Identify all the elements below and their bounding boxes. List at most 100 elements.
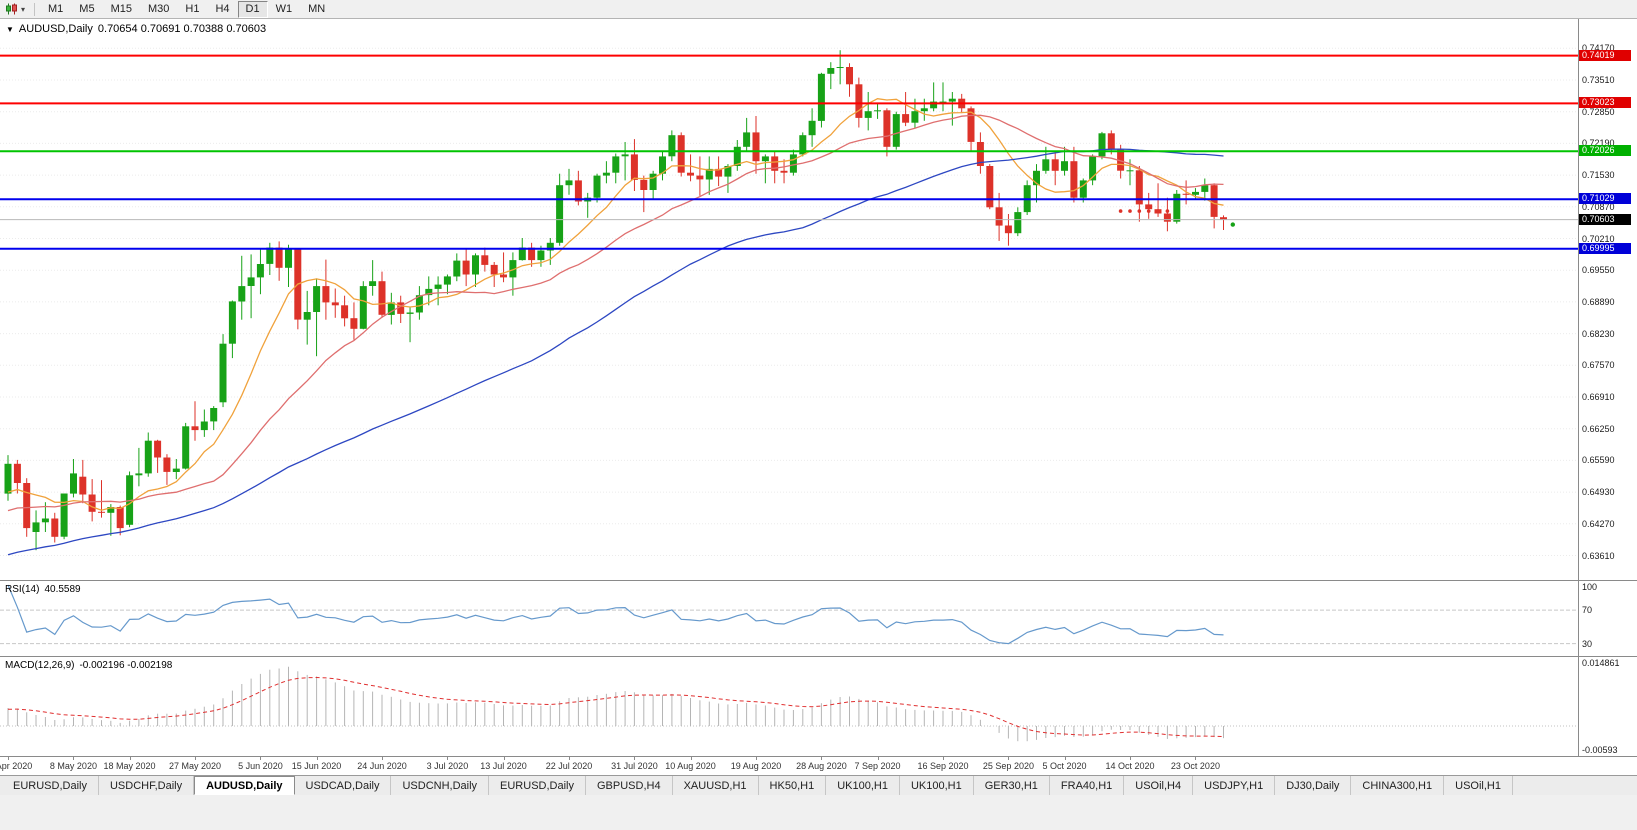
candle-body [51,518,59,537]
candle-body [612,156,620,173]
chart-tab-gbpusd-h4[interactable]: GBPUSD,H4 [586,776,673,795]
candle-body [434,284,442,289]
green-dot-marker [1230,222,1236,227]
chart-tab-usdchf-daily[interactable]: USDCHF,Daily [98,776,195,795]
price-axis-label: 0.68890 [1582,296,1615,307]
date-tick [943,757,944,760]
candlestick-chart-icon[interactable] [5,3,19,15]
chart-tab-usdcnh-daily[interactable]: USDCNH,Daily [391,776,490,795]
candle-body [920,108,928,112]
candle-body [1079,180,1087,198]
chart-tab-eurusd-daily[interactable]: EURUSD,Daily [489,776,586,795]
timeframe-button-h1[interactable]: H1 [185,2,200,15]
macd-axis-label: 0.014861 [1582,658,1620,668]
rsi-canvas [0,584,1578,645]
price-axis[interactable]: 0.74170 0.73510 0.72850 0.72190 0.71530 0.708… [1578,19,1637,580]
candle-body [228,301,236,344]
chart-tab-uk100-h1[interactable]: UK100,H1 [826,776,900,795]
date-axis-label: 8 May 2020 [49,761,97,771]
date-tick [8,757,9,760]
date-axis-label: 29 Apr 2020 [0,761,33,771]
date-tick [260,757,262,760]
candle-body [200,421,208,431]
chart-tab-china300-h1[interactable]: CHINA300,H1 [1351,776,1445,795]
candle-body [472,255,479,275]
candle-body [986,166,994,208]
chart-tab-eurusd-daily[interactable]: EURUSD,Daily [2,776,99,795]
macd-axis-label: -0.00593 [1582,745,1618,755]
timeframe-button-mn[interactable]: MN [308,2,326,15]
timeframe-button-m5[interactable]: M5 [79,2,95,15]
date-axis[interactable]: 29 Apr 2020 8 May 2020 18 May 2020 27 May 2… [0,756,1637,775]
chart-tab-usdcad-daily[interactable]: USDCAD,Daily [294,776,392,795]
rsi-plot[interactable]: RSI(14) 40.5589 [0,581,1578,656]
macd-axis[interactable]: 0.014861 -0.00593 [1578,657,1637,756]
macd-plot[interactable]: MACD(12,26,9) -0.002196 -0.002198 [0,657,1578,756]
chart-tab-xauusd-h1[interactable]: XAUUSD,H1 [672,776,759,795]
date-axis-label: 23 Oct 2020 [1170,761,1220,771]
candle-body [182,426,190,469]
candle-body [322,286,330,303]
price-axis-label: 0.67570 [1582,360,1615,371]
chart-tab-audusd-daily[interactable]: AUDUSD,Daily [194,776,295,795]
rsi-axis-label: 100 [1582,582,1598,592]
candle-body [154,440,162,458]
price-chart-plot[interactable]: ▼ AUDUSD,Daily 0.70654 0.70691 0.70388 0… [0,19,1578,580]
candle-body [490,264,498,275]
date-tick [1195,757,1197,760]
candle-body [874,110,881,112]
candle-body [191,426,199,431]
timeframe-button-m1[interactable]: M1 [48,2,64,15]
date-axis-label: 7 Sep 2020 [854,761,901,771]
candle-body [593,175,601,198]
timeframe-button-h4[interactable]: H4 [215,2,230,15]
chart-tab-ger30-h1[interactable]: GER30,H1 [973,776,1050,795]
date-tick [503,757,505,760]
chart-tab-usoil-h1[interactable]: USOil,H1 [1444,776,1513,795]
chart-tab-dj30-daily[interactable]: DJ30,Daily [1275,776,1352,795]
candle-body [443,276,451,285]
chart-tab-usdjpy-h1[interactable]: USDJPY,H1 [1193,776,1276,795]
chart-tab-usoil-h4[interactable]: USOil,H4 [1124,776,1194,795]
date-axis-label: 3 Jul 2020 [426,761,469,771]
macd-canvas [0,666,1578,742]
macd-label: MACD(12,26,9) -0.002196 -0.002198 [5,660,177,671]
chart-ohlc-title: ▼ AUDUSD,Daily 0.70654 0.70691 0.70388 0… [6,23,266,35]
timeframe-button-m15[interactable]: M15 [110,2,132,15]
date-axis-label: 31 Jul 2020 [611,761,658,771]
timeframe-button-m30[interactable]: M30 [147,2,170,15]
timeframe-button-w1[interactable]: W1 [275,2,293,15]
chart-collapse-icon[interactable]: ▼ [6,24,14,34]
date-axis-label: 13 Jul 2020 [480,761,527,771]
candle-body [1126,170,1134,172]
candle-body [313,286,321,312]
timeframe-button-d1[interactable]: D1 [237,0,268,18]
chart-ohlc-values: 0.70654 0.70691 0.70388 0.70603 [97,23,267,35]
candle-body [724,166,732,177]
chart-type-dropdown-icon[interactable]: ▾ [21,4,26,14]
candle-body [359,286,367,329]
candle-body [1135,170,1143,205]
candle-body [715,168,723,177]
candle-body [621,154,629,157]
chart-tab-uk100-h1[interactable]: UK100,H1 [899,776,974,795]
candle-body [930,101,938,109]
candle-body [892,114,900,147]
date-tick [129,757,131,760]
rsi-name: RSI(14) [5,584,40,595]
price-axis-label: 0.69550 [1582,265,1615,276]
moving-average-line-55 [7,148,1224,556]
candle-body [846,67,853,85]
candle-body [247,277,255,286]
price-axis-label: 0.72190 [1582,138,1615,149]
chart-tab-fra40-h1[interactable]: FRA40,H1 [1049,776,1125,795]
candle-body [537,250,545,261]
candle-body [135,473,143,476]
rsi-axis[interactable]: 100 70 30 [1578,581,1637,656]
candle-body [808,120,816,136]
macd-name: MACD(12,26,9) [5,660,75,671]
level-price-badge: 0.72026 [1579,145,1631,157]
candle-body [546,242,554,251]
chart-tab-hk50-h1[interactable]: HK50,H1 [758,776,827,795]
candle-body [88,494,96,512]
